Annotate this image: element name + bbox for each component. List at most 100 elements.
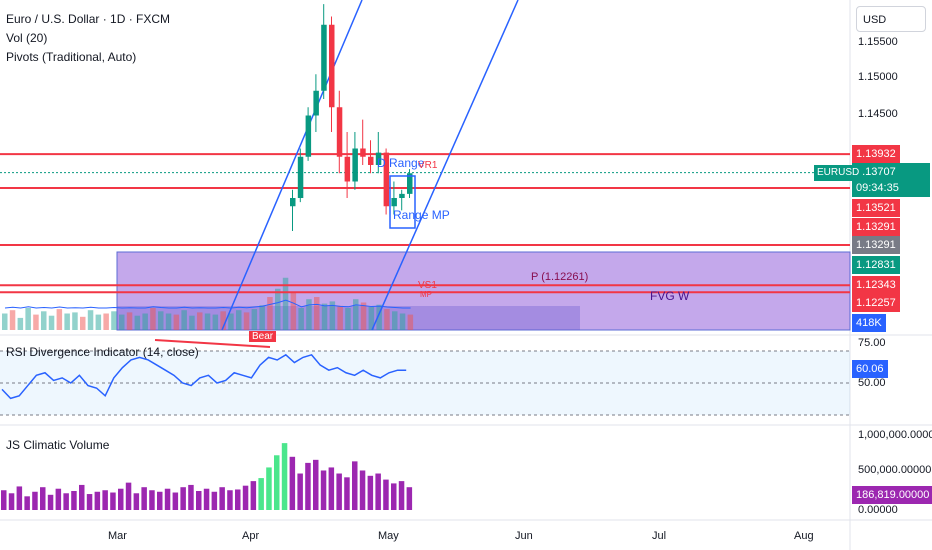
pivot-tag: 1.13291	[852, 218, 900, 236]
d-range-box	[389, 175, 416, 229]
volume-bar	[228, 313, 234, 330]
volume-bar	[2, 313, 8, 330]
climatic-volume-bar	[313, 459, 319, 510]
volume-bar	[119, 314, 125, 330]
symbol-title[interactable]: Euro / U.S. Dollar · 1D · FXCM	[6, 12, 171, 26]
volume-bar	[87, 310, 94, 330]
volume-bar	[298, 308, 304, 330]
pivot-p-label: P (1.12261)	[531, 271, 589, 283]
climatic-volume-bar	[359, 470, 366, 510]
currency-selector[interactable]: USD	[856, 6, 926, 32]
price-tick: 1.15500	[858, 36, 898, 48]
climatic-volume-bar	[86, 494, 93, 510]
volume-bar	[25, 308, 31, 330]
climatic-volume-bar	[211, 491, 218, 510]
climatic-volume-title[interactable]: JS Climatic Volume	[6, 438, 110, 452]
candle-body	[329, 24, 335, 108]
climatic-volume-bar	[172, 492, 179, 510]
volume-tick: 1,000,000.00000	[858, 429, 932, 441]
candle-body	[368, 156, 374, 165]
volume-bar	[259, 305, 265, 330]
volume-bar	[329, 301, 336, 330]
climatic-volume-bar	[258, 478, 264, 510]
price-tick: 1.14500	[858, 108, 898, 120]
volume-bar	[384, 309, 390, 330]
pivot-tag: 1.13291	[852, 236, 900, 254]
climatic-volume-bar	[297, 473, 303, 510]
climatic-volume-bar	[383, 479, 389, 510]
climatic-volume-bar	[188, 484, 194, 510]
climatic-volume-bar	[118, 488, 124, 510]
price-tick: 1.15000	[858, 71, 898, 83]
climatic-volume-bar	[289, 456, 296, 510]
climatic-volume-bar	[250, 481, 257, 510]
climatic-volume-bar	[125, 482, 132, 510]
volume-bar	[103, 313, 109, 330]
climatic-volume-bar	[274, 455, 280, 510]
climatic-volume-bar	[79, 484, 85, 510]
volume-bar	[376, 304, 382, 330]
volume-bar	[33, 314, 39, 330]
pivot-tag: 1.12257	[852, 294, 900, 312]
rsi-title[interactable]: RSI Divergence Indicator (14, close)	[6, 345, 199, 359]
climatic-volume-bar	[1, 490, 7, 510]
vr1-label: VR1	[418, 160, 438, 171]
bear-divergence-label: Bear	[249, 331, 277, 342]
climatic-volume-bar	[164, 488, 171, 510]
climatic-volume-bar	[344, 477, 350, 510]
volume-bar	[306, 299, 312, 330]
volume-bar	[48, 315, 55, 330]
climatic-volume-bar	[219, 487, 225, 510]
climatic-volume-bar	[157, 491, 163, 510]
volume-bar	[275, 288, 281, 330]
month-label: Apr	[242, 530, 260, 542]
pivots-indicator-label[interactable]: Pivots (Traditional, Auto)	[6, 50, 137, 64]
volume-bar	[267, 297, 273, 330]
volume-ma-line	[4, 299, 411, 309]
climatic-volume-bar	[266, 467, 272, 510]
volume-bar	[282, 277, 289, 330]
volume-bar	[236, 310, 242, 330]
volume-indicator-label[interactable]: Vol (20)	[6, 31, 48, 45]
volume-bar	[72, 312, 78, 330]
climatic-volume-bar	[24, 496, 30, 510]
fvg-label: FVG W	[650, 289, 690, 303]
climatic-volume-bar	[235, 489, 241, 510]
volume-bar	[41, 311, 47, 330]
last-price-tag: 1.13707 09:34:35	[852, 163, 930, 197]
climatic-volume-bar	[281, 443, 288, 510]
volume-bar	[189, 315, 195, 330]
volume-bar	[407, 314, 414, 330]
volume-bar	[204, 313, 211, 330]
candle-body	[321, 24, 327, 91]
volume-bar	[17, 317, 24, 330]
d-range-label: D Range	[377, 156, 425, 170]
volume-bar	[368, 306, 375, 330]
volume-bar	[353, 299, 359, 330]
countdown-value: 09:34:35	[856, 182, 899, 194]
volume-tick: 500,000.00000	[858, 464, 932, 476]
climatic-volume-bar	[367, 475, 374, 510]
candle-body	[352, 148, 358, 182]
climatic-volume-bar	[328, 467, 335, 510]
climatic-volume-bar	[242, 485, 249, 510]
climatic-volume-bar	[16, 486, 23, 510]
climatic-volume-bar	[102, 490, 108, 510]
volume-tag: 418K	[852, 314, 886, 332]
climatic-volume-bar	[320, 470, 327, 510]
climatic-volume-bar	[336, 473, 342, 510]
volume-bar	[173, 314, 180, 330]
volume-bar	[111, 311, 117, 330]
volume-bar	[95, 314, 102, 330]
volume-bar	[220, 311, 226, 330]
pivot-tag: 1.12831	[852, 256, 900, 274]
volume-bar	[345, 308, 351, 330]
candle-body	[375, 152, 382, 165]
month-label: Mar	[108, 530, 127, 542]
range-mp-label: Range MP	[393, 208, 450, 222]
mp-label: MP	[420, 290, 432, 299]
candle-body	[336, 107, 343, 157]
last-price-value: 1.13707	[856, 166, 896, 178]
candle-body	[313, 90, 319, 116]
